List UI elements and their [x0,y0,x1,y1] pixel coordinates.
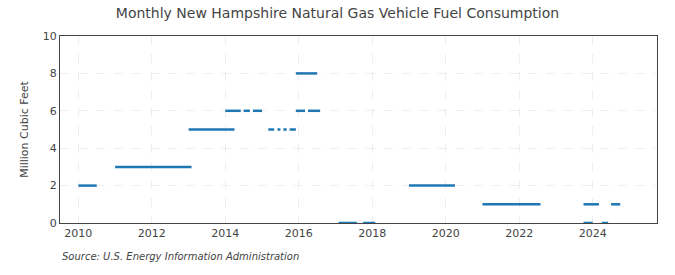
svg-text:2020: 2020 [432,227,460,240]
svg-text:8: 8 [50,67,57,80]
svg-text:2016: 2016 [285,227,313,240]
svg-text:6: 6 [50,105,57,118]
svg-text:2010: 2010 [64,227,92,240]
svg-text:2014: 2014 [211,227,239,240]
svg-text:Million Cubic Feet: Million Cubic Feet [18,80,31,177]
svg-text:4: 4 [50,142,57,155]
svg-text:Monthly New Hampshire Natural: Monthly New Hampshire Natural Gas Vehicl… [116,5,559,21]
svg-text:2012: 2012 [138,227,166,240]
svg-text:Source: U.S. Energy Informatio: Source: U.S. Energy Information Administ… [62,251,299,262]
svg-text:2024: 2024 [579,227,607,240]
svg-text:10: 10 [43,30,57,43]
svg-text:2022: 2022 [505,227,533,240]
svg-text:0: 0 [50,217,57,230]
svg-text:2018: 2018 [358,227,386,240]
svg-text:2: 2 [50,179,57,192]
